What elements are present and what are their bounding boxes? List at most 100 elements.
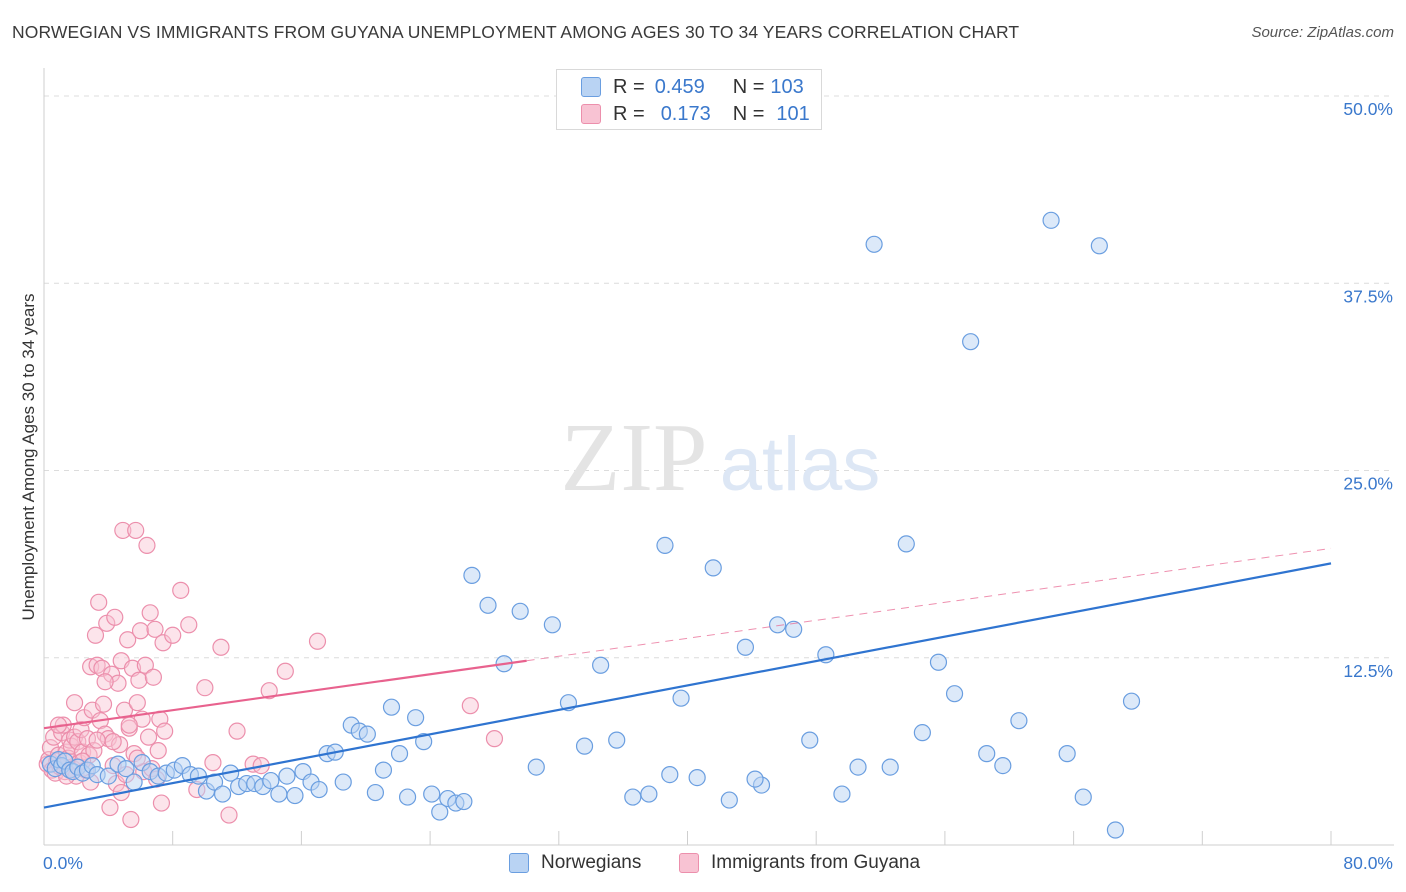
legend-row-norwegians: R = 0.459 N = 103 <box>581 75 804 99</box>
chart-title: NORWEGIAN VS IMMIGRANTS FROM GUYANA UNEM… <box>12 22 1020 42</box>
norwegian-point <box>455 792 473 811</box>
norwegian-point <box>1058 745 1076 763</box>
series-legend: Norwegians Immigrants from Guyana <box>0 852 1406 878</box>
guyana-point <box>65 694 84 712</box>
r-value: 0.459 <box>654 75 705 98</box>
guyana-point <box>138 536 156 555</box>
guyana-point <box>146 620 164 638</box>
trend-lines <box>43 547 1332 809</box>
guyana-point <box>119 631 137 649</box>
guyana-point <box>156 722 174 740</box>
legend-item-guyana[interactable]: Immigrants from Guyana <box>679 852 920 874</box>
y-tick-label: 25.0% <box>1343 474 1393 494</box>
r-value: 0.173 <box>660 102 711 125</box>
tick-labels: 12.5% 25.0% 37.5% 50.0% 0.0% 80.0% <box>43 99 1393 873</box>
guyana-point <box>93 659 111 677</box>
y-tick-label: 50.0% <box>1343 99 1393 119</box>
guyana-point <box>86 626 105 644</box>
n-label: N = <box>732 102 765 125</box>
guyana-point <box>101 798 119 817</box>
norwegian-point <box>334 773 352 791</box>
norwegian-point <box>511 602 529 620</box>
legend-item-norwegians[interactable]: Norwegians <box>509 852 641 874</box>
norwegian-point <box>801 731 819 749</box>
guyana-point <box>139 728 158 746</box>
n-value: 103 <box>770 75 804 98</box>
norwegian-point <box>661 765 679 784</box>
norwegian-point <box>624 788 642 806</box>
norwegian-point <box>881 758 899 776</box>
guyana-point <box>88 656 106 674</box>
norwegian-point <box>785 620 803 638</box>
norwegian-point <box>865 235 883 253</box>
norwegian-point <box>366 783 385 802</box>
guyana-point <box>109 674 127 692</box>
norwegian-point <box>1042 211 1060 229</box>
guyana-trend-extension <box>526 547 1332 662</box>
legend-label-norwegians: Norwegians <box>541 852 642 873</box>
guyana-point <box>228 722 246 740</box>
guyana-point <box>204 754 222 772</box>
norwegian-point <box>978 745 996 763</box>
r-label: R = <box>613 75 645 98</box>
norwegian-point <box>897 535 915 553</box>
norwegian-point <box>479 596 497 614</box>
legend-swatch-blue <box>581 77 601 97</box>
norwegian-point <box>125 773 143 791</box>
guyana-point <box>96 673 114 691</box>
guyana-point <box>212 638 230 656</box>
norwegian-point <box>1090 237 1108 255</box>
guyana-point <box>128 694 146 712</box>
guyana-point <box>260 682 278 700</box>
y-tick-label: 37.5% <box>1343 286 1393 306</box>
norwegian-point <box>1074 788 1092 806</box>
norwegian-point <box>746 770 764 788</box>
guyana-point <box>149 742 167 760</box>
norwegian-point <box>640 785 658 803</box>
guyana-point <box>122 810 140 829</box>
y-axis-label: Unemployment Among Ages 30 to 34 years <box>19 294 38 621</box>
legend-row-guyana: R = 0.173 N = 101 <box>581 102 810 126</box>
norwegian-point <box>415 733 433 751</box>
norwegian-point <box>929 653 948 671</box>
guyana-point <box>172 581 190 599</box>
norwegian-point <box>688 768 706 787</box>
norwegian-point <box>994 757 1012 775</box>
norwegian-point <box>543 616 561 634</box>
watermark: ZIP atlas <box>561 404 881 512</box>
guyana-point <box>461 697 479 715</box>
legend-swatch-blue <box>509 853 529 873</box>
norwegian-point <box>962 333 980 351</box>
guyana-point <box>220 806 238 824</box>
norwegian-point <box>117 760 135 778</box>
norwegian-point <box>720 791 738 809</box>
norwegian-point <box>431 803 449 821</box>
norwegian-point <box>833 785 851 803</box>
norwegian-point <box>262 771 280 790</box>
norwegian-point <box>423 785 441 803</box>
norwegian-trend-line <box>43 562 1332 809</box>
norwegian-point <box>672 689 690 707</box>
norwegian-point <box>768 616 787 634</box>
norwegian-point <box>656 536 674 555</box>
source-label: Source: ZipAtlas.com <box>1251 24 1394 41</box>
grid-lines <box>44 95 1394 659</box>
norwegian-points <box>41 211 1141 839</box>
legend-label-guyana: Immigrants from Guyana <box>711 852 921 873</box>
norwegian-point <box>575 737 594 755</box>
guyana-point <box>152 794 171 812</box>
norwegian-point <box>1122 692 1141 710</box>
norwegian-point <box>1010 712 1028 730</box>
legend-swatch-pink <box>679 853 699 873</box>
guyana-point <box>164 626 182 644</box>
norwegian-point <box>463 566 481 584</box>
guyana-point <box>94 695 113 713</box>
norwegian-point <box>390 745 409 763</box>
r-label: R = <box>613 102 645 125</box>
guyana-point <box>308 632 327 650</box>
norwegian-point <box>310 780 328 799</box>
norwegian-point <box>407 709 425 727</box>
guyana-point <box>485 730 504 748</box>
norwegian-point <box>374 761 393 779</box>
